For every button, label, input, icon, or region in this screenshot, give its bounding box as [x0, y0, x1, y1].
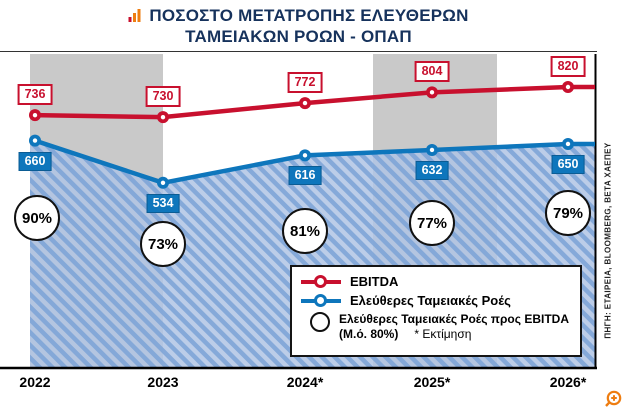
legend-label-fcf: Ελεύθερες Ταμειακές Ροές [350, 293, 511, 308]
ratio-circle-swatch [310, 312, 330, 332]
title-text-1: ΠΟΣΟΣΤΟ ΜΕΤΑΤΡΟΠΗΣ ΕΛΕΥΘΕΡΩΝ [149, 6, 469, 25]
data-series-lines [29, 81, 595, 189]
bar-chart-icon [128, 6, 142, 22]
legend-ratio-average: (Μ.ό. 80%) * Εκτίμηση [339, 327, 569, 341]
fcf-line-swatch [301, 294, 341, 307]
chart-title: ΠΟΣΟΣΤΟ ΜΕΤΑΤΡΟΠΗΣ ΕΛΕΥΘΕΡΩΝ ΤΑΜΕΙΑΚΩΝ Ρ… [0, 5, 597, 47]
legend-item-fcf: Ελεύθερες Ταμειακές Ροές [301, 293, 571, 308]
title-text-2: ΤΑΜΕΙΑΚΩΝ ΡΟΩΝ - ΟΠΑΠ [185, 27, 412, 46]
legend-item-ebitda: EBITDA [301, 274, 571, 289]
source-credit: ΠΗΓΗ: ΕΤΑΙΡΕΙΑ, BLOOMBERG, BETA ΧΑΕΠΕΥ [604, 141, 613, 341]
chart-legend: EBITDA Ελεύθερες Ταμειακές Ροές Ελεύθερε… [290, 265, 582, 357]
ebitda-line-swatch [301, 275, 341, 288]
legend-item-ratio: Ελεύθερες Ταμειακές Ροές προς EBITDA (Μ.… [301, 312, 571, 341]
legend-label-ratio: Ελεύθερες Ταμειακές Ροές προς EBITDA [339, 312, 569, 326]
source-text: ΕΤΑΙΡΕΙΑ, BLOOMBERG, BETA ΧΑΕΠΕΥ [603, 142, 613, 310]
chart-title-line1: ΠΟΣΟΣΤΟ ΜΕΤΑΤΡΟΠΗΣ ΕΛΕΥΘΕΡΩΝ [0, 5, 597, 26]
legend-label-ebitda: EBITDA [350, 274, 399, 289]
ratio-average-value: (Μ.ό. 80%) [339, 327, 399, 341]
estimate-footnote: * Εκτίμηση [414, 327, 472, 341]
source-label: ΠΗΓΗ: [603, 311, 613, 339]
magnifier-logo-icon [605, 390, 622, 407]
